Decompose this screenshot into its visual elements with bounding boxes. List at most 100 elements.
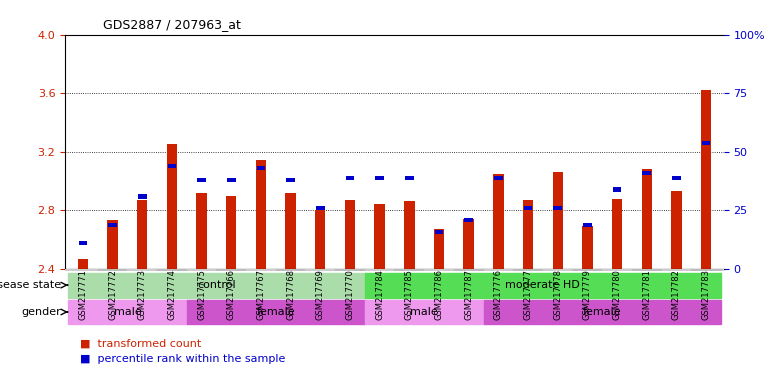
Text: ■  transformed count: ■ transformed count [80,339,201,349]
Bar [138,194,146,199]
Bar [613,187,621,192]
Text: male: male [411,307,438,317]
Bar [306,269,336,271]
Bar [524,206,532,210]
Bar [286,178,295,182]
Bar [523,200,533,269]
Bar [662,269,691,271]
Bar [701,90,712,269]
Text: GSM217770: GSM217770 [345,269,355,320]
Bar [513,269,543,271]
Bar [196,193,207,269]
Text: GSM217769: GSM217769 [316,269,325,320]
Text: GDS2887 / 207963_at: GDS2887 / 207963_at [103,18,241,31]
Text: GSM217786: GSM217786 [434,269,444,320]
Bar [256,161,266,269]
Bar [316,206,325,210]
Text: male: male [113,307,141,317]
Bar [345,200,355,269]
Bar [217,269,246,271]
Text: GSM217778: GSM217778 [553,269,562,320]
Bar [572,269,602,271]
Bar [672,176,681,180]
Text: moderate HD: moderate HD [506,280,580,290]
Bar [671,191,682,269]
Bar [168,164,176,168]
Bar [483,269,513,271]
Bar [68,273,365,298]
Bar [483,300,721,324]
Bar [643,171,651,175]
Text: control: control [197,280,236,290]
Text: disease state: disease state [0,280,61,290]
Bar [404,202,414,269]
Text: GSM217782: GSM217782 [672,269,681,320]
Bar [365,269,394,271]
Text: female: female [583,307,621,317]
Text: GSM217774: GSM217774 [168,269,176,320]
Bar [68,269,98,271]
Bar [632,269,662,271]
Bar [336,269,365,271]
Bar [345,176,355,180]
Text: GSM217783: GSM217783 [702,269,711,320]
Bar [424,269,453,271]
Bar [157,269,187,271]
Bar [315,210,326,269]
Bar [226,195,237,269]
Bar [257,166,265,170]
Text: GSM217779: GSM217779 [583,269,592,320]
Bar [375,204,385,269]
Bar [375,176,384,180]
Bar [137,200,147,269]
Text: GSM217773: GSM217773 [138,269,147,320]
Bar [227,178,236,182]
Bar [77,258,88,269]
Bar [394,269,424,271]
Bar [127,269,157,271]
Bar [187,300,365,324]
Bar [543,269,572,271]
Text: GSM217787: GSM217787 [464,269,473,320]
Text: GSM217772: GSM217772 [108,269,117,320]
Bar [602,269,632,271]
Bar [197,178,206,182]
Text: GSM217785: GSM217785 [404,269,414,320]
Bar [434,229,444,269]
Bar [365,273,721,298]
Bar [553,206,562,210]
Bar [453,269,483,271]
Bar [108,223,117,227]
Bar [612,199,622,269]
Text: GSM217771: GSM217771 [78,269,87,320]
Text: GSM217775: GSM217775 [197,269,206,320]
Bar [167,144,177,269]
Bar [434,230,444,234]
Text: ■  percentile rank within the sample: ■ percentile rank within the sample [80,354,286,364]
Text: GSM217768: GSM217768 [286,269,295,320]
Bar [276,269,306,271]
Text: GSM217777: GSM217777 [523,269,532,320]
Bar [494,176,502,180]
Bar [493,174,503,269]
Bar [405,176,414,180]
Text: GSM217766: GSM217766 [227,269,236,320]
Bar [246,269,276,271]
Bar [286,193,296,269]
Bar [463,219,474,269]
Text: GSM217776: GSM217776 [494,269,502,320]
Text: GSM217767: GSM217767 [257,269,266,320]
Text: GSM217784: GSM217784 [375,269,385,320]
Text: gender: gender [21,307,61,317]
Bar [582,226,593,269]
Bar [365,300,483,324]
Bar [78,241,87,245]
Bar [464,218,473,222]
Text: GSM217781: GSM217781 [642,269,651,320]
Bar [552,172,563,269]
Bar [702,141,711,145]
Bar [583,223,592,227]
Bar [107,220,118,269]
Bar [641,169,652,269]
Text: female: female [257,307,295,317]
